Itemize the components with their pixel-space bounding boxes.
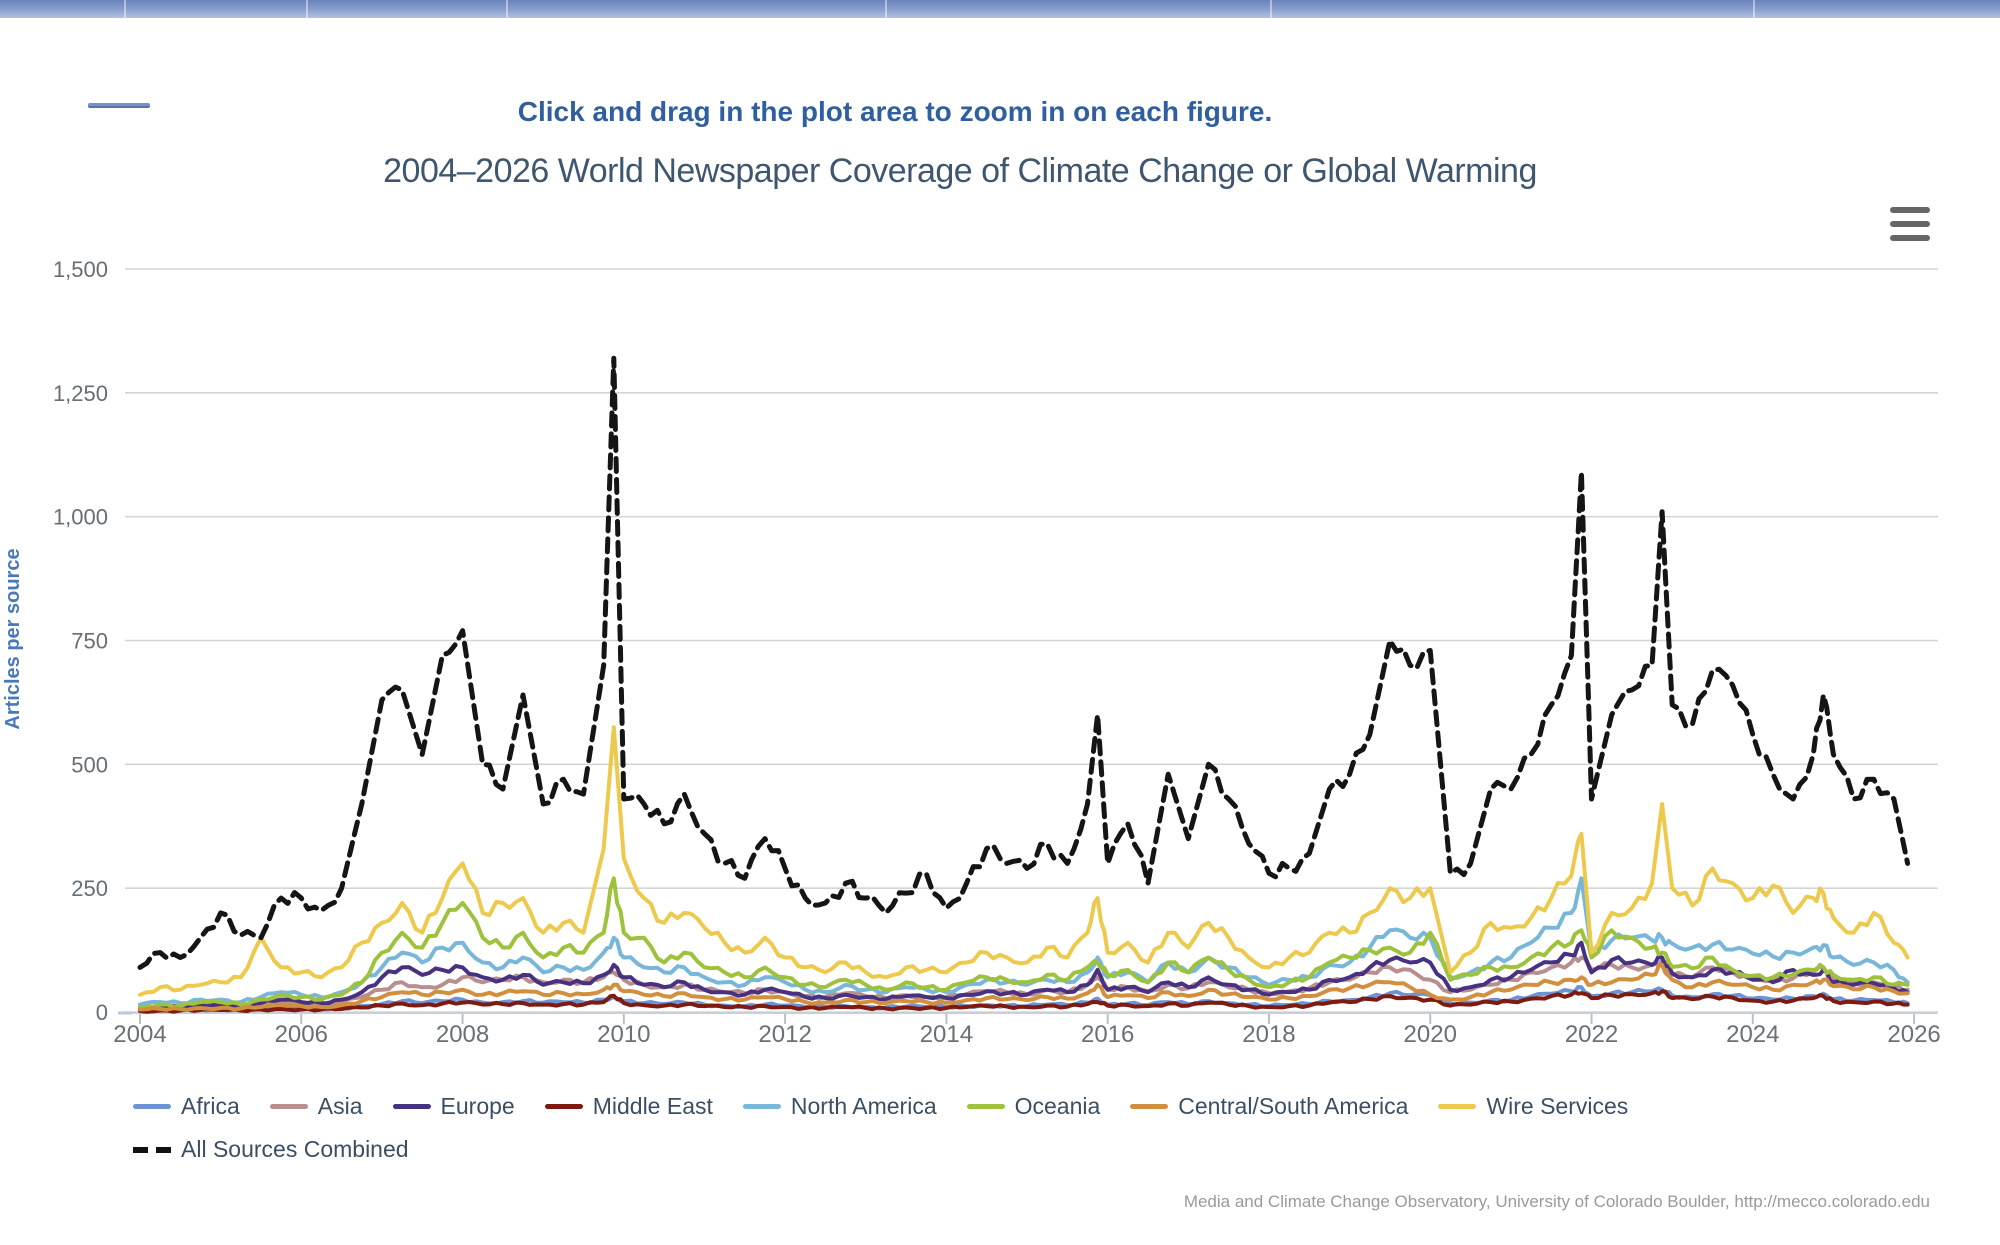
legend-label: All Sources Combined: [181, 1136, 409, 1162]
x-axis-tick-label: 2008: [436, 1021, 489, 1048]
x-axis-tick-label: 2022: [1565, 1021, 1618, 1048]
hamburger-icon: [1890, 221, 1930, 227]
legend-item-europe[interactable]: Europe: [392, 1093, 515, 1120]
legend-item-oceania[interactable]: Oceania: [966, 1093, 1101, 1120]
legend-swatch: [269, 1104, 308, 1109]
blue-anchor-line: [88, 103, 150, 108]
legend-swatch: [133, 1104, 171, 1109]
series-line-wire-services[interactable]: [138, 725, 1910, 997]
series-line-africa[interactable]: [138, 985, 1910, 1013]
legend-swatch: [1438, 1104, 1477, 1109]
series-line-all-sources-combined[interactable]: [137, 355, 1911, 970]
hamburger-icon: [1890, 235, 1930, 241]
x-axis-tick-label: 2016: [1081, 1021, 1134, 1048]
legend-label: North America: [790, 1093, 937, 1119]
series-line-oceania[interactable]: [138, 876, 1910, 1009]
legend-swatch: [1130, 1104, 1169, 1109]
hamburger-icon: [1890, 207, 1930, 213]
chart-title: 2004–2026 World Newspaper Coverage of Cl…: [383, 152, 1537, 190]
nav-separator: [506, 0, 508, 18]
x-axis-tick-label: 2026: [1887, 1021, 1940, 1048]
nav-separator: [1270, 0, 1272, 18]
series-line-middle-east[interactable]: [138, 989, 1910, 1014]
legend-row-2: All Sources Combined: [133, 1136, 409, 1163]
legend-swatch: [544, 1104, 583, 1109]
x-axis-tick-label: 2014: [920, 1021, 973, 1048]
x-axis-tick-label: 2012: [758, 1021, 811, 1048]
x-axis-tick-label: 2018: [1242, 1021, 1295, 1048]
legend-item-all-sources-combined[interactable]: All Sources Combined: [133, 1136, 409, 1163]
x-axis-tick-label: 2010: [597, 1021, 650, 1048]
legend-label: Europe: [440, 1093, 515, 1119]
legend-item-central-south-america[interactable]: Central/South America: [1130, 1093, 1408, 1120]
zoom-instruction: Click and drag in the plot area to zoom …: [517, 96, 1273, 127]
series-line-asia[interactable]: [138, 955, 1910, 1011]
legend-row-1: Africa Asia Europe Middle East North America…: [133, 1093, 1628, 1120]
top-nav-bar: [0, 0, 2000, 18]
legend-item-wire-services[interactable]: Wire Services: [1438, 1093, 1628, 1120]
series-line-central-south-america[interactable]: [138, 962, 1910, 1012]
legend-label: Oceania: [1014, 1093, 1101, 1119]
nav-separator: [885, 0, 887, 18]
x-axis-tick-label: 2006: [275, 1021, 328, 1048]
legend-item-asia[interactable]: Asia: [269, 1093, 363, 1120]
legend-swatch: [966, 1104, 1005, 1109]
nav-separator: [1753, 0, 1755, 18]
series-line-europe[interactable]: [138, 940, 1910, 1010]
x-axis-tick-label: 2024: [1726, 1021, 1779, 1048]
y-axis-tick-label: 1,000: [53, 505, 108, 530]
nav-separator: [124, 0, 126, 18]
legend-swatch: [392, 1104, 431, 1109]
legend-label: Central/South America: [1178, 1093, 1409, 1119]
legend-label: Asia: [317, 1093, 363, 1119]
legend-label: Wire Services: [1486, 1093, 1629, 1119]
source-credit: Media and Climate Change Observatory, Un…: [1183, 1192, 1930, 1211]
y-axis-tick-label: 500: [71, 752, 108, 777]
nav-separator: [306, 0, 308, 18]
legend-label: Africa: [181, 1093, 240, 1119]
legend-item-middle-east[interactable]: Middle East: [544, 1093, 713, 1120]
series-line-north-america[interactable]: [138, 876, 1910, 1007]
chart-context-menu-button[interactable]: [1890, 205, 1934, 243]
y-axis-tick-label: 250: [71, 876, 108, 901]
x-axis-tick-label: 2004: [113, 1021, 166, 1048]
y-axis-tick-label: 1,500: [53, 257, 108, 282]
x-axis-tick-label: 2020: [1404, 1021, 1457, 1048]
legend-swatch: [742, 1104, 781, 1109]
legend-item-north-america[interactable]: North America: [742, 1093, 937, 1120]
legend-label: Middle East: [592, 1093, 713, 1119]
legend-swatch: [133, 1146, 171, 1153]
y-axis-tick-label: 0: [96, 1000, 108, 1025]
y-axis-tick-label: 750: [71, 629, 108, 654]
y-axis-tick-label: 1,250: [53, 381, 108, 406]
legend-item-africa[interactable]: Africa: [133, 1093, 240, 1120]
